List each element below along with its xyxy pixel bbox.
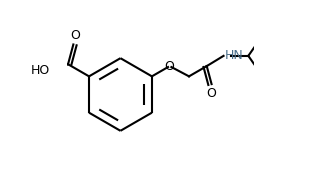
Text: HN: HN [224,49,243,62]
Text: HO: HO [30,64,50,77]
Text: O: O [207,88,216,100]
Text: O: O [70,29,80,42]
Text: O: O [164,60,174,73]
